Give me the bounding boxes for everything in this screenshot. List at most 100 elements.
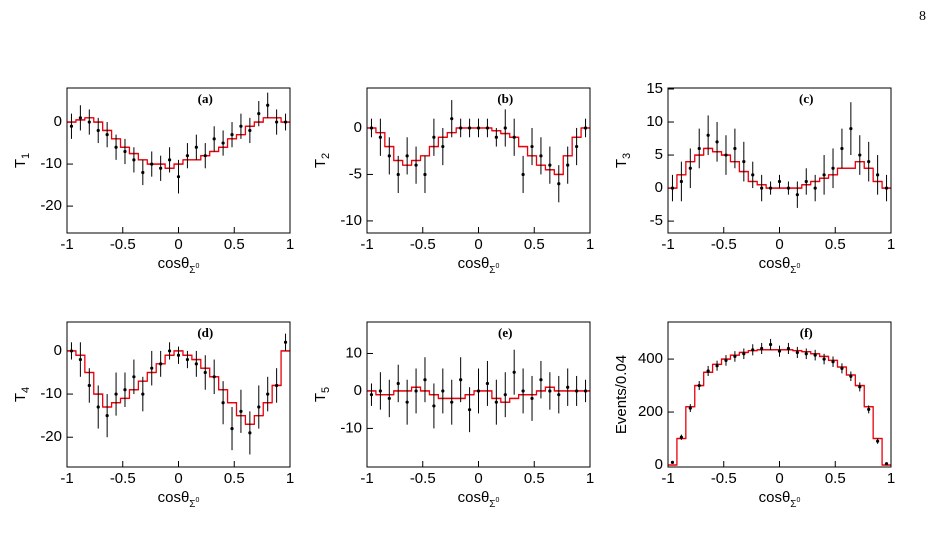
data-point [548,163,552,167]
y-tick-label: 0 [54,113,62,130]
data-point [432,404,436,408]
data-point [813,353,817,357]
data-point [159,362,163,366]
x-label-sub: Σ [489,499,495,510]
data-point [141,170,145,175]
fit-outline [668,349,891,466]
y-label-sub: 4 [20,387,32,393]
panel-label: (f) [800,325,813,340]
data-point [512,135,516,139]
data-point [150,162,154,166]
data-point [530,396,534,401]
data-point [706,133,710,137]
data-point [266,392,270,396]
y-label-sub: 2 [320,153,332,159]
y-tick-label: -10 [340,212,362,229]
data-point [176,175,181,179]
data-point [876,173,880,177]
x-tick-label: 0 [174,236,182,253]
frame [366,321,591,468]
x-label-sup: 0 [796,263,800,270]
data-point [132,375,136,379]
x-tick-label: -1 [360,236,373,253]
x-tick-label: 0 [174,470,182,487]
y-tick-label: 0 [655,456,663,473]
data-point [679,435,683,439]
data-point [441,389,445,393]
data-point [441,144,445,149]
data-point [78,357,82,362]
y-tick-label: 0 [54,342,62,359]
x-axis-label: cosθΣ0 [158,489,200,510]
data-point [248,431,252,435]
data-point [396,381,400,386]
y-tick-label: 15 [646,80,663,97]
x-label-sub: Σ [189,265,195,276]
data-point [777,349,782,353]
y-label-main: T [312,393,329,402]
data-point [203,154,207,158]
panel-label: (d) [197,325,213,340]
x-label-sub: Σ [790,265,796,276]
x-tick-label: -0.5 [410,470,436,487]
x-tick-label: -1 [661,470,674,487]
data-point [867,160,871,164]
x-label-sub: Σ [790,499,796,510]
data-point [512,370,516,374]
data-point [378,389,382,393]
data-point [257,112,261,116]
data-point [257,405,261,409]
frame [66,321,291,468]
x-tick-label: -0.5 [711,236,737,253]
data-point [858,385,862,389]
y-tick-label: 10 [646,113,663,130]
data-point [78,116,82,120]
y-tick-label: -20 [40,428,62,445]
data-point [194,362,198,366]
x-label-main: cosθ [458,255,490,272]
data-point [742,160,746,164]
data-point [414,389,418,393]
y-axis-label: T4 [12,387,32,402]
y-tick-label: 400 [638,350,663,367]
data-point [494,135,498,139]
data-point [405,400,409,404]
data-point [414,163,418,167]
data-point [548,389,552,393]
data-point [203,370,207,375]
data-point [688,406,692,410]
data-point [697,146,701,151]
y-tick-label: 0 [354,382,362,399]
data-point [123,388,127,392]
data-point [69,349,74,353]
x-tick-label: 1 [286,236,294,253]
frame [366,87,591,234]
y-tick-label: 10 [345,344,362,361]
x-tick-label: 1 [586,236,594,253]
data-point [884,186,889,190]
y-tick-label: 0 [354,119,362,136]
data-point [405,154,409,158]
data-point [557,182,561,186]
x-tick-label: 0.5 [524,236,545,253]
page-number: 8 [919,9,926,24]
data-point [831,166,835,170]
data-point [751,173,755,177]
data-point [760,186,764,190]
data-point [266,103,270,107]
data-point [167,349,172,353]
data-point [724,153,728,157]
data-point [849,127,853,131]
y-axis-label: T2 [312,153,332,168]
data-point [530,144,534,149]
frame [667,87,892,234]
data-point [786,186,791,190]
x-axis-label: cosθΣ0 [158,255,200,276]
y-label-main: T [613,159,630,168]
y-tick-label: 5 [655,146,663,163]
panel-label: (e) [498,325,512,340]
data-point [467,408,472,412]
data-point [697,383,701,388]
data-point [494,400,498,404]
